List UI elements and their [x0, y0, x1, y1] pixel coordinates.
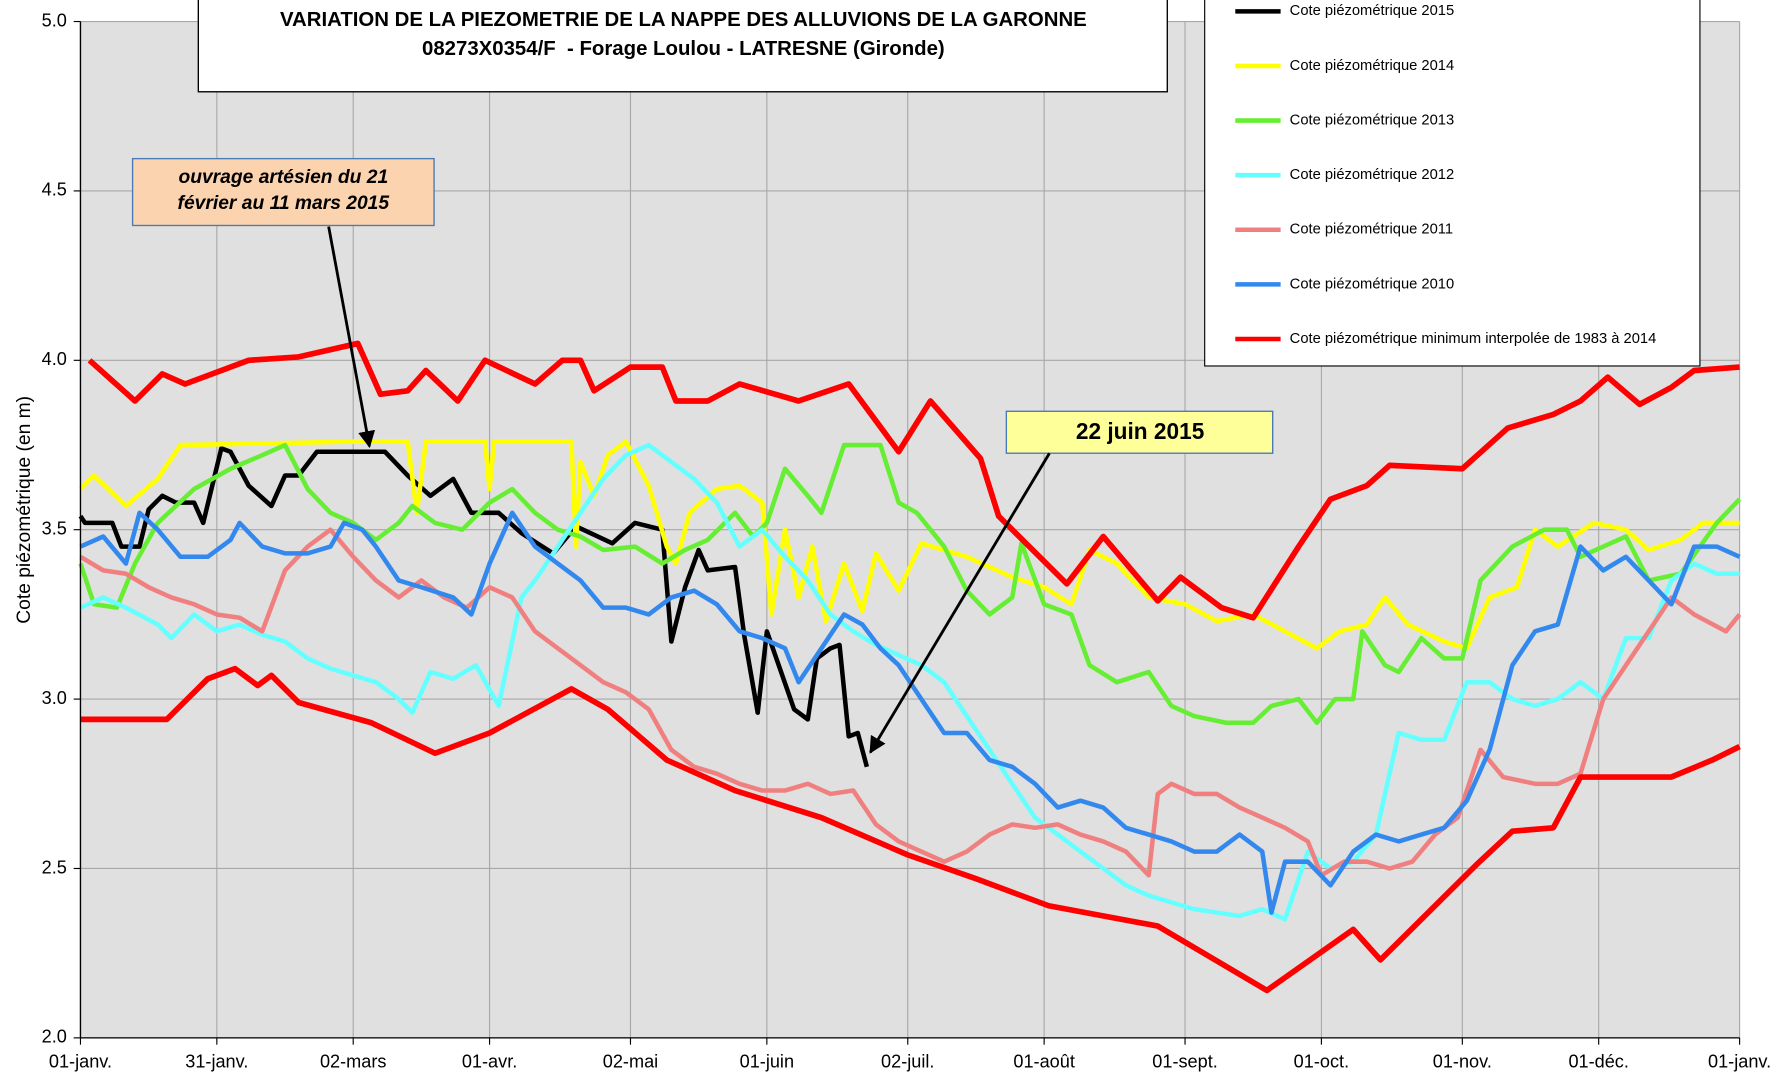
series-line	[80, 665, 1741, 994]
annotation-arrow	[869, 452, 1051, 754]
x-tick-label: 01-janv.	[1708, 1052, 1771, 1072]
legend-box	[1204, 0, 1701, 367]
y-tick-label: 4.5	[42, 180, 67, 200]
y-tick-label: 5.0	[42, 10, 67, 30]
legend: Cote piézométrique 2015 Cote piézométriqu…	[1235, 3, 1656, 347]
x-tick-label: 02-mai	[603, 1052, 658, 1072]
y-tick-label: 2.0	[42, 1027, 67, 1047]
legend-label: Cote piézométrique 2015	[1290, 3, 1454, 19]
legend-label: Cote piézométrique 2012	[1290, 167, 1454, 183]
legend-label: Cote piézométrique 2011	[1290, 222, 1453, 238]
y-tick-label: 3.0	[42, 688, 67, 708]
series-line	[79, 510, 1741, 915]
x-tick-label: 31-janv.	[185, 1052, 248, 1072]
annotation-text: février au 11 mars 2015	[178, 193, 390, 214]
legend-label: Cote piézométrique minimum interpolée de…	[1290, 331, 1657, 347]
y-tick-label: 4.0	[42, 349, 67, 369]
x-tick-label: 01-nov.	[1433, 1052, 1492, 1072]
x-tick-label: 02-juil.	[881, 1052, 934, 1072]
x-tick-label: 01-janv.	[49, 1052, 112, 1072]
x-tick-label: 01-avr.	[462, 1052, 517, 1072]
chart-subtitle: 08273X0354/F - Forage Loulou - LATRESNE …	[422, 38, 945, 60]
annotation-text: ouvrage artésien du 21	[178, 167, 388, 188]
legend-label: Cote piézométrique 2010	[1290, 276, 1454, 292]
y-axis-label: Cote piézométrique (en m)	[14, 396, 35, 624]
annotation-box	[1005, 410, 1274, 454]
x-tick-label: 01-juin	[740, 1052, 794, 1072]
series-line	[78, 442, 1742, 726]
annotation-box	[131, 157, 435, 227]
y-tick-label: 2.5	[42, 857, 67, 877]
title-box	[197, 0, 1168, 93]
legend-label: Cote piézométrique 2014	[1290, 58, 1454, 74]
y-tick-label: 3.5	[42, 518, 67, 538]
series-line	[79, 442, 1740, 922]
series-line	[87, 340, 1740, 621]
legend-label: Cote piézométrique 2013	[1290, 112, 1454, 128]
x-tick-label: 01-oct.	[1294, 1052, 1349, 1072]
x-tick-label: 01-sept.	[1152, 1052, 1218, 1072]
x-tick-label: 01-déc.	[1568, 1052, 1628, 1072]
chart-title: VARIATION DE LA PIEZOMETRIE DE LA NAPPE …	[280, 9, 1087, 31]
annotation-arrow	[327, 226, 376, 449]
x-tick-label: 01-août	[1013, 1052, 1074, 1072]
lines	[78, 340, 1742, 994]
annotation-text: 22 juin 2015	[1076, 418, 1204, 444]
x-tick-label: 02-mars	[320, 1052, 386, 1072]
series-line	[78, 439, 1740, 651]
